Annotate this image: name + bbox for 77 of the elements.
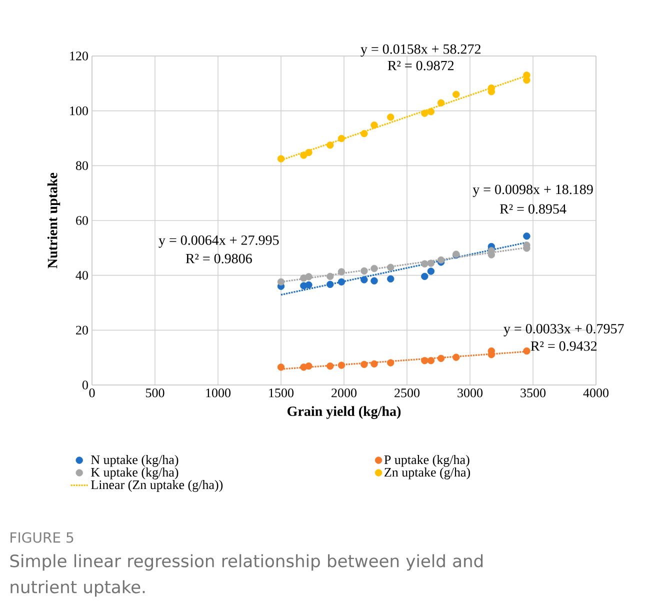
point [523,232,530,240]
legend-label: N uptake (kg/ha) [91,455,178,467]
point [277,155,285,162]
text: Simple linear regression relationship between yield and nutrient uptake. [10,554,483,597]
y-tick-label: 40 [76,270,88,280]
x-tick-label: 0 [89,388,95,398]
point [427,260,435,267]
x-tick-label: 1000 [206,388,231,398]
point [370,264,378,272]
point [427,108,435,116]
point [305,148,312,156]
point [370,121,378,129]
point [523,347,530,355]
point [421,272,428,280]
point [338,134,346,142]
point [370,277,378,284]
point [326,272,334,280]
point [360,130,368,138]
point [427,268,435,275]
point [452,90,460,98]
legend-label: Linear (Zn uptake (g/ha)) [91,480,223,492]
point [421,260,428,268]
point [326,142,334,149]
point [305,273,312,280]
x-tick-label: 500 [146,388,164,398]
point [387,114,394,121]
point [277,364,285,371]
point [326,280,334,288]
point [338,268,346,276]
point [277,278,285,286]
point [360,360,368,368]
x-tick-label: 2500 [394,388,420,398]
x-tick-label: 3500 [520,388,546,398]
x-tick-label: 2000 [332,388,357,398]
legend-label: P uptake (kg/ha) [384,455,470,467]
point [421,357,428,364]
y-tick-label: 120 [70,52,88,60]
point [437,256,445,264]
x-tick-label: 1500 [269,388,294,398]
x-tick-label: 4000 [583,388,609,398]
point [338,362,346,369]
point [523,76,530,84]
legend-label: K uptake (kg/ha) [91,468,178,480]
point [326,362,334,370]
point [437,354,445,362]
point [305,281,312,289]
annotation: R² = 0.9806 [186,254,252,264]
y-axis-title: Nutrient uptake [47,172,60,268]
annotation: y = 0.0158x + 58.272 [360,44,480,57]
annotation: y = 0.0098x + 18.189 [472,184,593,198]
legend-label: Zn uptake (g/ha) [384,468,470,480]
y-tick-label: 100 [70,106,88,116]
point [427,357,435,364]
annotation: y = 0.0064x + 27.995 [158,235,279,248]
caption: FIGURE 5 [10,532,74,543]
point [370,360,378,368]
point [338,278,346,286]
point [300,152,308,159]
annotation: R² = 0.9432 [530,341,597,351]
point [421,110,428,117]
point [360,276,368,284]
annotation: R² = 0.9872 [388,60,454,70]
annotation: y = 0.0033x + 0.7957 [504,324,624,336]
point [387,359,394,366]
point [437,99,445,106]
x-axis-title: Grain yield (kg/ha) [288,406,401,419]
y-tick-label: 80 [76,161,88,170]
point [305,362,312,370]
point [387,275,394,282]
point [360,267,368,275]
point [452,354,460,361]
x-tick-label: 3000 [458,388,483,398]
annotation: R² = 0.8954 [500,204,566,214]
y-tick-label: 0 [82,380,88,390]
y-tick-label: 20 [76,326,88,335]
point [387,264,394,271]
y-tick-label: 60 [76,216,88,225]
